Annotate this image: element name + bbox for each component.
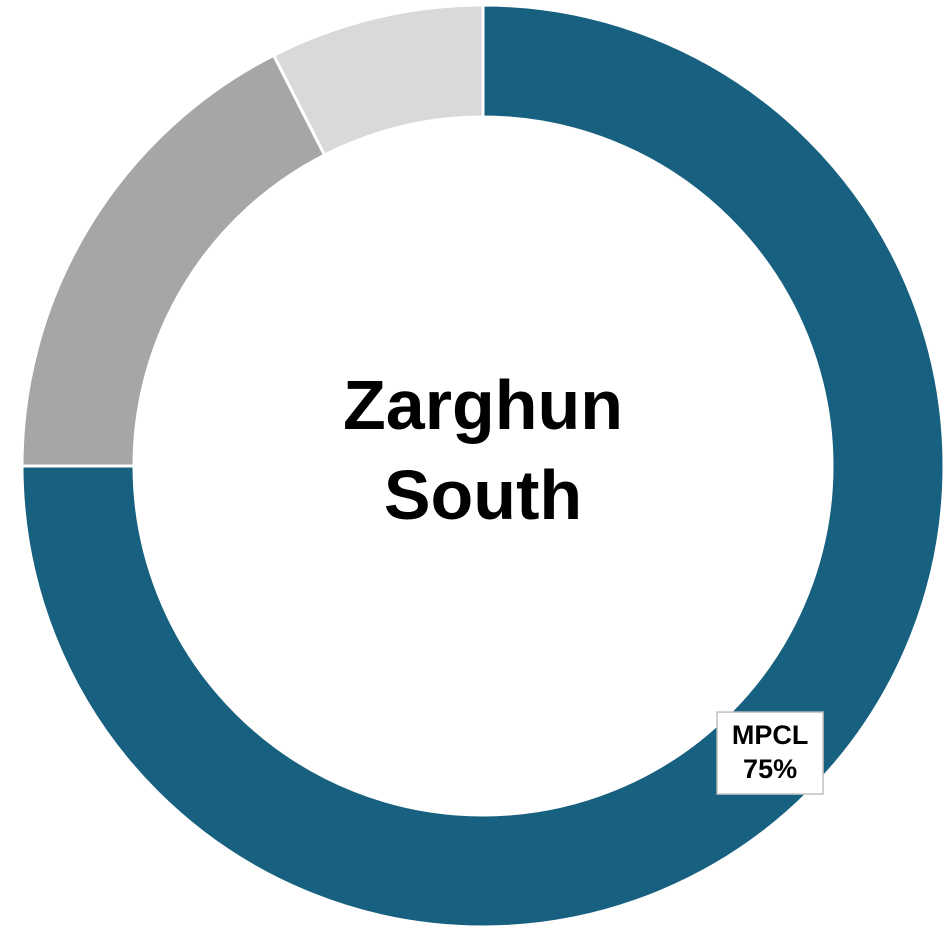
donut-segment — [20, 3, 943, 929]
donut-segment — [20, 53, 327, 468]
donut-segment — [271, 3, 485, 158]
data-label-box — [716, 711, 824, 795]
chart-title: Zarghun South — [343, 366, 623, 534]
data-label-category: MPCL — [732, 720, 809, 750]
data-label-value: 75% — [743, 754, 797, 784]
